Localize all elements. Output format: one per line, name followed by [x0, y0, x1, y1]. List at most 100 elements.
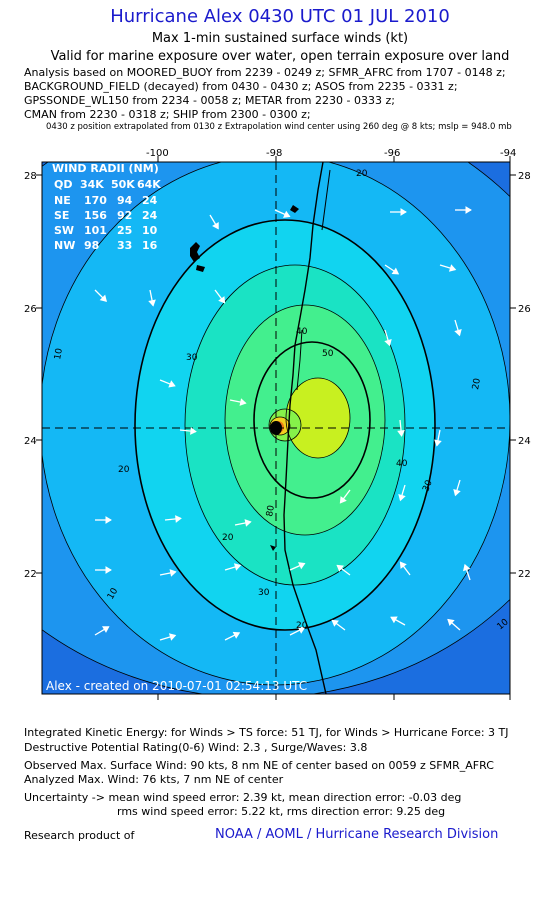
wind-arrow-head	[336, 564, 344, 572]
contour-label: 30	[421, 479, 434, 493]
wind-arrow-head	[218, 296, 226, 304]
wind-radii-header: QD	[54, 178, 72, 191]
wind-radii-cell: 156	[84, 209, 107, 222]
wind-radii-title: WIND RADII (NM)	[52, 162, 159, 175]
wind-arrow-head	[190, 427, 197, 435]
contour-label: 20	[356, 169, 368, 179]
wind-radii-cell: 98	[84, 239, 99, 252]
page-title: Hurricane Alex 0430 UTC 01 JUL 2010	[110, 6, 450, 27]
wind-radii-header: 64K	[137, 178, 161, 191]
wind-radii-cell: 16	[142, 239, 158, 252]
wind-arrow-head	[105, 566, 112, 574]
lat-tick-label: 26	[24, 304, 37, 315]
contour-label: 80	[265, 504, 277, 517]
lat-tick-label: 26	[518, 304, 531, 315]
wind-arrow-head	[233, 563, 242, 571]
contour-label: 30	[258, 588, 270, 598]
contour-label: 30	[186, 353, 198, 363]
contour-label: 50	[322, 349, 334, 359]
wind-arrow-head	[465, 206, 472, 214]
wind-arrow-head	[239, 398, 247, 406]
wind-arrow-head	[232, 631, 241, 639]
wind-radii-cell: 24	[142, 194, 158, 207]
wind-radii-cell: NW	[54, 239, 75, 252]
wind-arrow-head	[298, 562, 306, 570]
contour-label: 40	[396, 459, 408, 469]
wind-arrow-head	[168, 380, 176, 388]
wind-arrow-head	[244, 519, 252, 527]
wind-arrow-head	[447, 618, 455, 627]
wind-arrow-head	[169, 569, 177, 577]
contour-label: 20	[118, 465, 130, 475]
wind-arrow-head	[390, 616, 398, 624]
lat-tick-label: 22	[24, 569, 37, 580]
contour-label: 40	[296, 327, 308, 337]
created-credit: Alex - created on 2010-07-01 02:54:13 UT…	[46, 679, 307, 693]
wind-radii-cell: 25	[117, 224, 132, 237]
dpr-line: Destructive Potential Rating(0-6) Wind: …	[24, 741, 368, 754]
wind-arrow-head	[297, 626, 306, 634]
lon-tick-label: -100	[146, 148, 169, 159]
extrapolation-note: 0430 z position extrapolated from 0130 z…	[46, 122, 512, 132]
wind-arrow-head	[339, 496, 347, 504]
wind-arrow-head	[398, 493, 406, 502]
contour-label: 10	[53, 347, 65, 360]
wind-arrow-head	[99, 294, 108, 303]
analysis-line: CMAN from 2230 - 0318 z; SHIP from 2300 …	[24, 108, 311, 121]
lat-tick-label: 24	[518, 436, 531, 447]
wind-radii-header: 50K	[111, 178, 135, 191]
wind-arrow-head	[175, 515, 182, 523]
wind-radii-cell: 24	[142, 209, 158, 222]
wind-arrow-head	[102, 626, 110, 633]
observed-line: Observed Max. Surface Wind: 90 kts, 8 nm…	[24, 759, 494, 772]
wind-radii-cell: 10	[142, 224, 158, 237]
research-label: Research product of	[24, 829, 135, 842]
analysis-line: BACKGROUND_FIELD (decayed) from 0430 - 0…	[24, 80, 458, 93]
wind-radii-header: 34K	[80, 178, 104, 191]
wind-arrow-head	[212, 222, 219, 230]
contour-label: 20	[296, 621, 308, 631]
ike-line: Integrated Kinetic Energy: for Winds > T…	[24, 726, 509, 739]
wind-arrow-head	[148, 299, 156, 307]
wind-radii-cell: 92	[117, 209, 132, 222]
subtitle: Max 1-min sustained surface winds (kt)	[151, 31, 409, 46]
wind-radii-cell: SE	[54, 209, 69, 222]
contour-label: 20	[222, 533, 234, 543]
wind-arrow-head	[105, 516, 112, 524]
wind-radii-cell: NE	[54, 194, 71, 207]
uncertainty-line: Uncertainty -> mean wind speed error: 2.…	[24, 791, 462, 804]
wind-arrow-head	[391, 267, 400, 275]
analyzed-line: Analyzed Max. Wind: 76 kts, 7 nm NE of c…	[24, 773, 284, 786]
wind-radii-cell: 170	[84, 194, 107, 207]
wind-radii-cell: 33	[117, 239, 132, 252]
lat-tick-label: 28	[24, 171, 37, 182]
wind-arrows	[94, 206, 472, 641]
wind-arrow-head	[168, 633, 177, 641]
wind-arrow-head	[453, 488, 461, 497]
coastline	[283, 162, 327, 694]
wind-arrow-head	[399, 561, 407, 569]
lat-tick-label: 22	[518, 569, 531, 580]
wind-arrow-head	[331, 619, 339, 627]
wind-arrow-head	[400, 208, 407, 216]
wind-arrow-head	[462, 563, 471, 572]
wind-radii-cell: 101	[84, 224, 107, 237]
wind-arrow-head	[448, 264, 457, 272]
analysis-line: Analysis based on MOORED_BUOY from 2239 …	[24, 66, 506, 79]
wind-map: -100 -98 -96 -94 -100 -98 -96 -94 28 26 …	[24, 148, 531, 700]
analysis-line: GPSSONDE_WL150 from 2234 - 0058 z; METAR…	[24, 94, 395, 107]
lat-tick-label: 24	[24, 436, 37, 447]
lat-tick-label: 28	[518, 171, 531, 182]
wind-arrow-head	[434, 439, 442, 447]
wind-radii-table: WIND RADII (NM) QD 34K 50K 64K NE 170 94…	[52, 162, 161, 252]
wind-arrow-head	[384, 338, 392, 347]
wind-arrow-head	[397, 430, 405, 437]
contour-label: 20	[471, 377, 483, 390]
lon-tick-label: -96	[384, 148, 400, 159]
noaa-link[interactable]: NOAA / AOML / Hurricane Research Divisio…	[215, 827, 499, 842]
wind-contours	[42, 162, 510, 694]
valid-text: Valid for marine exposure over water, op…	[50, 49, 510, 64]
wind-arrow-head	[283, 210, 291, 218]
wind-radii-cell: SW	[54, 224, 74, 237]
lon-tick-label: -98	[266, 148, 282, 159]
